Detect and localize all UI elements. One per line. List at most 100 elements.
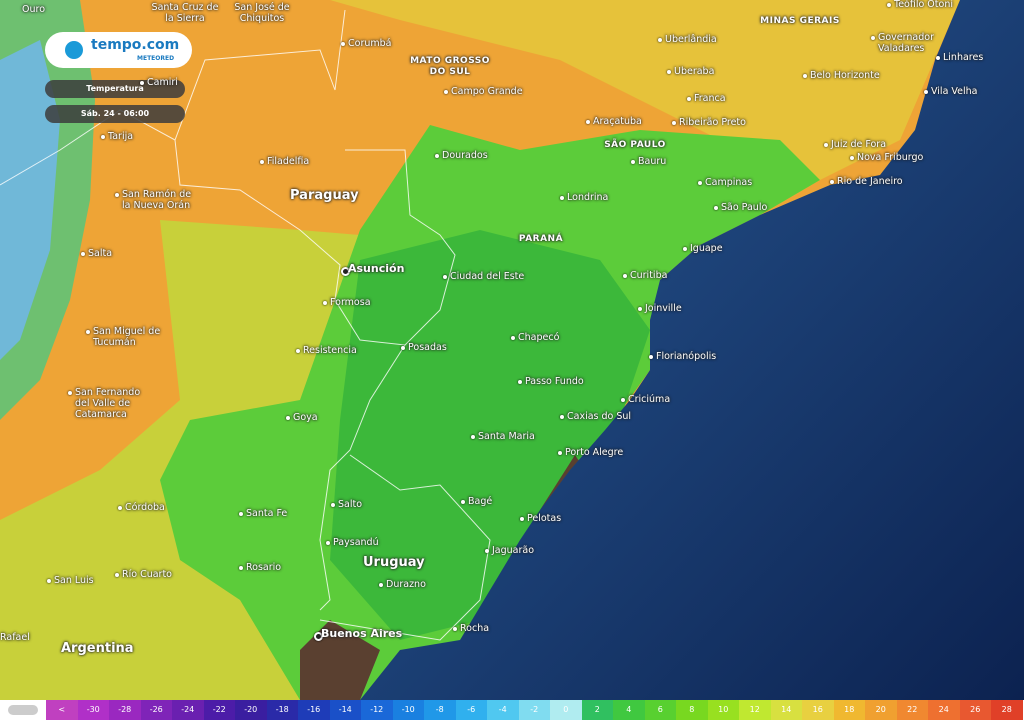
place-label: Salta <box>88 248 113 259</box>
city-dot <box>803 74 807 78</box>
legend-cell: -28 <box>109 700 141 720</box>
logo-icon <box>65 41 83 59</box>
place-label: Chapecó <box>518 332 560 343</box>
place-label: Curitiba <box>630 270 668 281</box>
city-dot <box>511 336 515 340</box>
city-dot <box>444 90 448 94</box>
city-dot <box>658 38 662 42</box>
city-dot <box>115 573 119 577</box>
city-dot <box>560 415 564 419</box>
city-dot <box>520 517 524 521</box>
legend-cell: 2 <box>581 700 613 720</box>
city-dot <box>924 90 928 94</box>
city-dot <box>621 398 625 402</box>
city-dot <box>623 274 627 278</box>
place-label: Passo Fundo <box>525 376 584 387</box>
place-label: Iguape <box>690 243 723 254</box>
legend-cell: < <box>46 700 78 720</box>
place-label: Tarija <box>108 131 134 142</box>
city-dot <box>672 121 676 125</box>
place-label: Salto <box>338 499 363 510</box>
place-label: Ouro <box>22 4 46 15</box>
place-label: Río Cuarto <box>122 569 172 580</box>
city-dot <box>331 503 335 507</box>
city-dot <box>323 301 327 305</box>
legend-cell: -8 <box>424 700 456 720</box>
city-dot <box>649 355 653 359</box>
place-label: Vila Velha <box>931 86 978 97</box>
logo-sub: METEORED <box>137 55 175 62</box>
place-label: Rocha <box>460 623 490 634</box>
city-dot <box>140 81 144 85</box>
city-dot <box>936 56 940 60</box>
city-dot <box>443 275 447 279</box>
place-label: Campo Grande <box>451 86 523 97</box>
time-button[interactable]: Sáb. 24 - 06:00 <box>45 105 185 123</box>
legend-cell: -14 <box>329 700 361 720</box>
legend-cell: -24 <box>172 700 204 720</box>
place-label: Porto Alegre <box>565 447 624 458</box>
place-label: Bauru <box>638 156 667 167</box>
place-label: Santa Maria <box>478 431 535 442</box>
region-label: MATO GROSSO DO SUL <box>410 56 490 77</box>
city-dot <box>631 160 635 164</box>
city-dot <box>379 583 383 587</box>
city-dot <box>683 247 687 251</box>
city-dot <box>401 346 405 350</box>
legend-cell: 22 <box>896 700 928 720</box>
country-label: Uruguay <box>363 555 425 570</box>
city-dot <box>341 42 345 46</box>
place-label: Paysandú <box>333 537 379 548</box>
logo[interactable]: tempo.com METEORED <box>45 32 192 68</box>
place-label: Linhares <box>943 52 984 63</box>
city-dot <box>667 70 671 74</box>
city-dot <box>326 541 330 545</box>
place-label: San Miguel de Tucumán <box>93 326 161 348</box>
legend-cell: 24 <box>928 700 960 720</box>
country-label: Argentina <box>61 641 134 656</box>
place-label: Araçatuba <box>593 116 642 127</box>
city-dot <box>471 435 475 439</box>
region-label: PARANÁ <box>518 234 564 244</box>
legend-cell: -10 <box>392 700 424 720</box>
city-dot <box>687 97 691 101</box>
legend-cell: -4 <box>487 700 519 720</box>
city-dot <box>714 206 718 210</box>
place-label: Criciúma <box>628 394 671 405</box>
place-label: San Fernando del Valle de Catamarca <box>75 387 141 420</box>
place-label: Uberaba <box>674 66 715 77</box>
place-label: Teófilo Otoni <box>894 0 953 10</box>
legend-cell: -12 <box>361 700 393 720</box>
place-label: Nova Friburgo <box>857 152 924 163</box>
city-dot <box>239 512 243 516</box>
legend-cell: 0 <box>550 700 582 720</box>
place-label: Belo Horizonte <box>810 70 880 81</box>
place-label: São Paulo <box>721 202 768 213</box>
city-dot <box>824 143 828 147</box>
place-label: Florianópolis <box>656 351 717 362</box>
place-label: Bagé <box>468 496 493 507</box>
legend-icon[interactable] <box>8 705 38 715</box>
place-label: Jaguarão <box>492 545 535 556</box>
place-label: Pelotas <box>527 513 562 524</box>
place-label: Franca <box>694 93 726 104</box>
legend-cell: 10 <box>707 700 739 720</box>
place-label: Camiri <box>147 77 178 88</box>
city-dot <box>81 252 85 256</box>
place-label: Buenos Aires <box>321 627 403 640</box>
city-dot <box>453 627 457 631</box>
place-label: Rosario <box>246 562 282 573</box>
legend-cell: -30 <box>77 700 109 720</box>
layer-button[interactable]: Temperatura <box>45 80 185 98</box>
legend-cell: 16 <box>802 700 834 720</box>
city-dot <box>286 416 290 420</box>
legend-cell: 28 <box>991 700 1023 720</box>
city-dot <box>871 36 875 40</box>
region-label: SÃO PAULO <box>604 140 666 150</box>
legend-cell: 8 <box>676 700 708 720</box>
place-label: Corumbá <box>348 38 392 49</box>
legend-cell: 18 <box>833 700 865 720</box>
city-dot <box>850 156 854 160</box>
place-label: Santa Fe <box>246 508 288 519</box>
